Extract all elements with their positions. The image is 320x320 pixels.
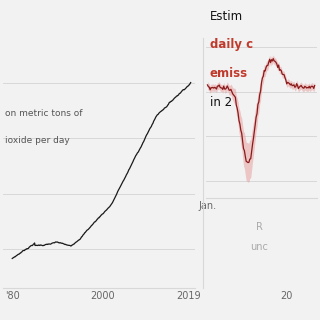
Text: Estim: Estim	[210, 10, 243, 23]
Text: 20: 20	[280, 291, 292, 301]
Text: emiss: emiss	[210, 67, 248, 80]
Text: ioxide per day: ioxide per day	[5, 136, 70, 145]
Text: on metric tons of: on metric tons of	[5, 109, 83, 118]
Text: unc: unc	[250, 242, 268, 252]
Text: daily c: daily c	[210, 38, 253, 52]
Text: R: R	[256, 222, 263, 232]
Text: in 2: in 2	[210, 96, 232, 109]
